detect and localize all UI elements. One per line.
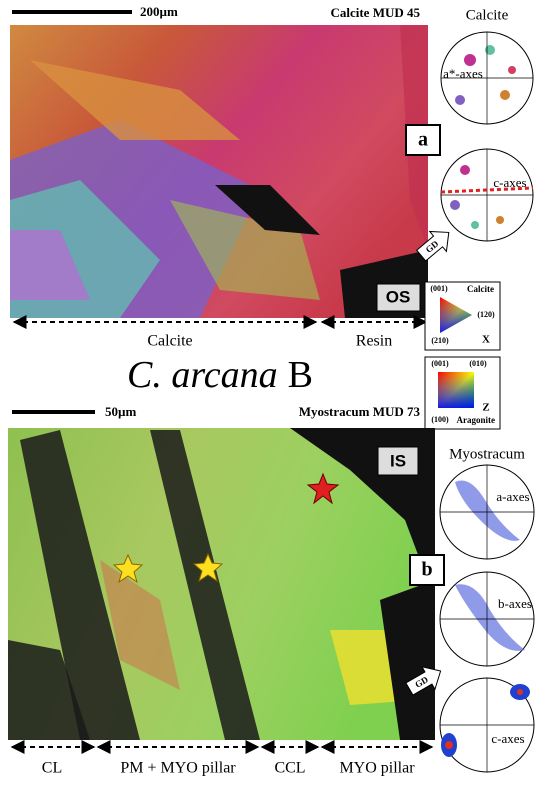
panel-box bbox=[405, 124, 441, 156]
panel-label: b bbox=[421, 559, 432, 581]
pole-figure bbox=[440, 148, 534, 242]
key-direction: Z bbox=[482, 402, 489, 414]
key-mineral: Aragonite bbox=[457, 415, 496, 425]
axis-label: c-axes bbox=[493, 175, 526, 190]
key-corner: (120) bbox=[477, 310, 495, 319]
color-key: (001) (120) (210) Calcite X bbox=[424, 281, 501, 351]
sample-label: Calcite MUD 45 bbox=[330, 5, 420, 20]
pole-figure bbox=[439, 571, 535, 667]
pole-figure bbox=[439, 677, 535, 773]
key-corner: (001) bbox=[430, 284, 448, 293]
species: C. arcana bbox=[127, 354, 278, 396]
zone-label: CCL bbox=[274, 760, 305, 777]
panel-label: a bbox=[418, 129, 428, 151]
star bbox=[192, 552, 224, 583]
key-mineral: Calcite bbox=[467, 284, 494, 294]
axis-label: b-axes bbox=[498, 596, 532, 611]
star bbox=[112, 553, 144, 584]
key-corner: (100) bbox=[431, 415, 449, 424]
panel-box bbox=[409, 554, 445, 586]
scale-label: 200µm bbox=[140, 4, 178, 19]
key-corner: (210) bbox=[431, 336, 449, 345]
title-suffix: B bbox=[288, 354, 313, 396]
axis-label: c-axes bbox=[491, 731, 524, 746]
axis-label: a-axes bbox=[496, 489, 529, 504]
axis-label: a*-axes bbox=[443, 66, 483, 81]
label-box bbox=[376, 283, 421, 312]
ebsd-map-b bbox=[8, 428, 435, 740]
gd-arrow: GD bbox=[405, 665, 442, 696]
surface-label: IS bbox=[390, 451, 406, 470]
surface-label: OS bbox=[386, 287, 411, 306]
key-corner: (001) bbox=[431, 359, 449, 368]
pole-figure bbox=[440, 31, 534, 125]
zone-label: Resin bbox=[356, 333, 392, 350]
ebsd-map-a bbox=[10, 25, 428, 318]
zone-label: MYO pillar bbox=[339, 760, 415, 777]
key-direction: X bbox=[482, 334, 490, 346]
gd-arrow: GD bbox=[416, 230, 450, 262]
star bbox=[306, 472, 340, 505]
zone-label: CL bbox=[42, 760, 62, 777]
label-box bbox=[377, 446, 419, 476]
zone-label: PM + MYO pillar bbox=[120, 760, 236, 777]
pole-figure bbox=[439, 464, 535, 560]
pole-title: Myostracum bbox=[449, 446, 525, 462]
zone-label: Calcite bbox=[147, 333, 192, 350]
figure-title: C. arcana B bbox=[127, 354, 313, 396]
key-corner: (010) bbox=[469, 359, 487, 368]
scale-label: 50µm bbox=[105, 404, 136, 419]
color-key: (001) (010) Z (100) Aragonite bbox=[424, 356, 501, 430]
pole-title: Calcite bbox=[466, 7, 509, 23]
sample-label: Myostracum MUD 73 bbox=[299, 404, 421, 419]
